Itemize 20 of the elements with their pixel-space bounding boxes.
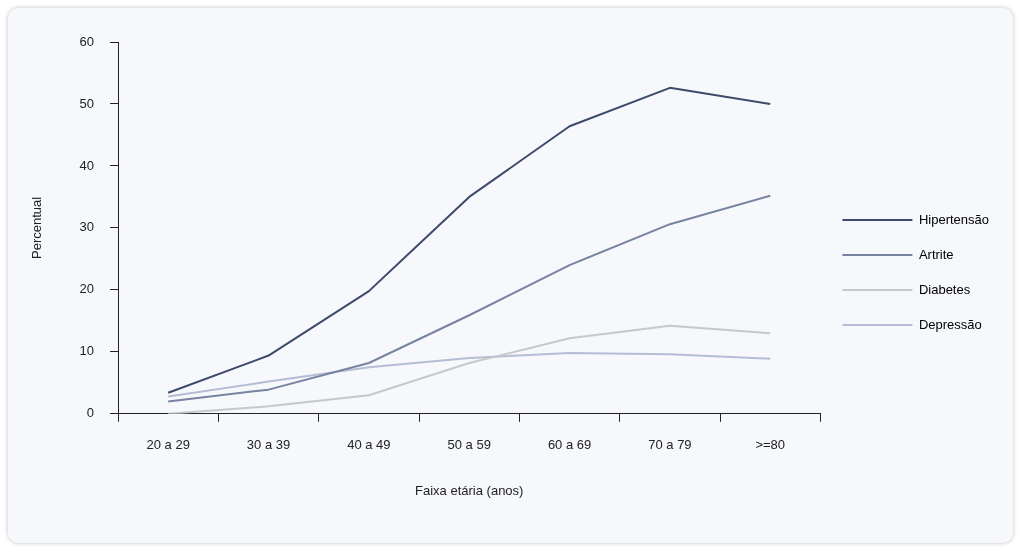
x-tick-label: 20 a 29 — [146, 437, 190, 453]
y-axis-title: Percentual — [29, 196, 45, 259]
y-tick-label: 20 — [79, 281, 95, 297]
y-tick-label: 40 — [79, 157, 95, 173]
x-tick-label: 40 a 49 — [347, 437, 391, 453]
text: Depressão — [918, 316, 982, 332]
x-axis-title: Faixa etária (anos) — [415, 482, 524, 498]
x-tick-label: 30 a 39 — [246, 437, 291, 453]
x-tick-label: 60 a 69 — [547, 437, 592, 453]
text: Hipertensão — [918, 211, 990, 227]
x-tick-label: 70 a 79 — [648, 437, 692, 453]
text: Artrite — [918, 246, 954, 262]
text: Diabetes — [918, 281, 971, 297]
y-tick-label: 0 — [86, 405, 95, 421]
y-tick-label: 50 — [79, 95, 95, 111]
y-tick-label: 30 — [79, 219, 95, 235]
y-tick-label: 60 — [79, 33, 95, 49]
x-tick-label: 50 a 59 — [447, 437, 491, 453]
y-tick-label: 10 — [79, 343, 95, 359]
x-tick-label: >=80 — [755, 437, 786, 453]
